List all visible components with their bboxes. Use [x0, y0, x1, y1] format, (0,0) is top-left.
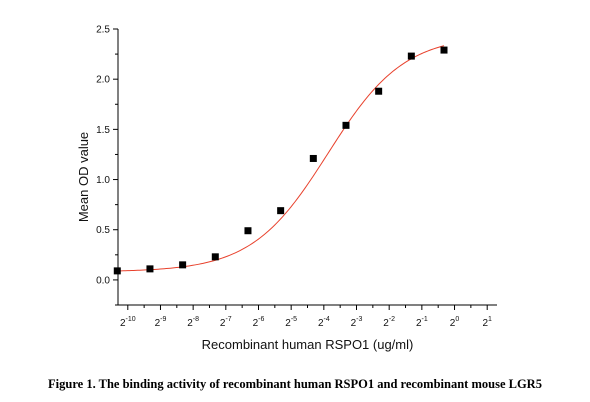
x-tick-label: 2-3: [351, 316, 363, 329]
x-axis-title: Recombinant human RSPO1 (ug/ml): [202, 337, 414, 352]
figure-caption: Figure 1. The binding activity of recomb…: [48, 377, 542, 391]
x-tick-label: 2-6: [253, 316, 265, 329]
y-tick-label: 1.5: [96, 125, 110, 136]
x-tick-label: 2-9: [155, 316, 167, 329]
y-tick-label: 0.0: [96, 275, 110, 286]
tick-labels-layer: 0.0 0.5 1.0 1.5 2.0 2.5 2-10 2-9 2-8 2-7 2-6 2-5 2-4…: [96, 25, 492, 330]
x-tick-label: 2-4: [318, 316, 330, 329]
y-tick-label: 0.5: [96, 225, 110, 236]
axes: [113, 28, 497, 310]
x-tick-label: 21: [482, 316, 492, 329]
data-point: [309, 154, 317, 162]
x-tick-label: 2-10: [120, 316, 136, 329]
data-point: [375, 87, 383, 95]
y-tick-label: 2.0: [96, 75, 110, 86]
x-tick-label: 2-1: [416, 316, 428, 329]
data-point: [407, 52, 415, 60]
data-point: [179, 261, 187, 269]
data-point: [113, 267, 121, 275]
fit-curve: [117, 45, 445, 272]
data-points-layer: [113, 46, 448, 275]
data-point: [342, 121, 350, 129]
data-point: [244, 227, 252, 235]
data-point: [146, 265, 154, 273]
x-tick-label: 2-5: [285, 316, 297, 329]
y-axis-title: Mean OD value: [76, 132, 91, 222]
y-tick-label: 2.5: [96, 25, 110, 36]
x-tick-label: 2-7: [220, 316, 232, 329]
x-tick-label: 20: [450, 316, 460, 329]
data-point: [277, 207, 285, 215]
x-tick-label: 2-2: [383, 316, 395, 329]
chart: 0.0 0.5 1.0 1.5 2.0 2.5 2-10 2-9 2-8 2-7 2-6 2-5 2-4…: [76, 25, 497, 352]
y-tick-label: 1.0: [96, 175, 110, 186]
data-point: [211, 253, 219, 261]
fit-curve-layer: [117, 45, 445, 272]
x-tick-label: 2-8: [187, 316, 199, 329]
data-point: [440, 46, 448, 54]
